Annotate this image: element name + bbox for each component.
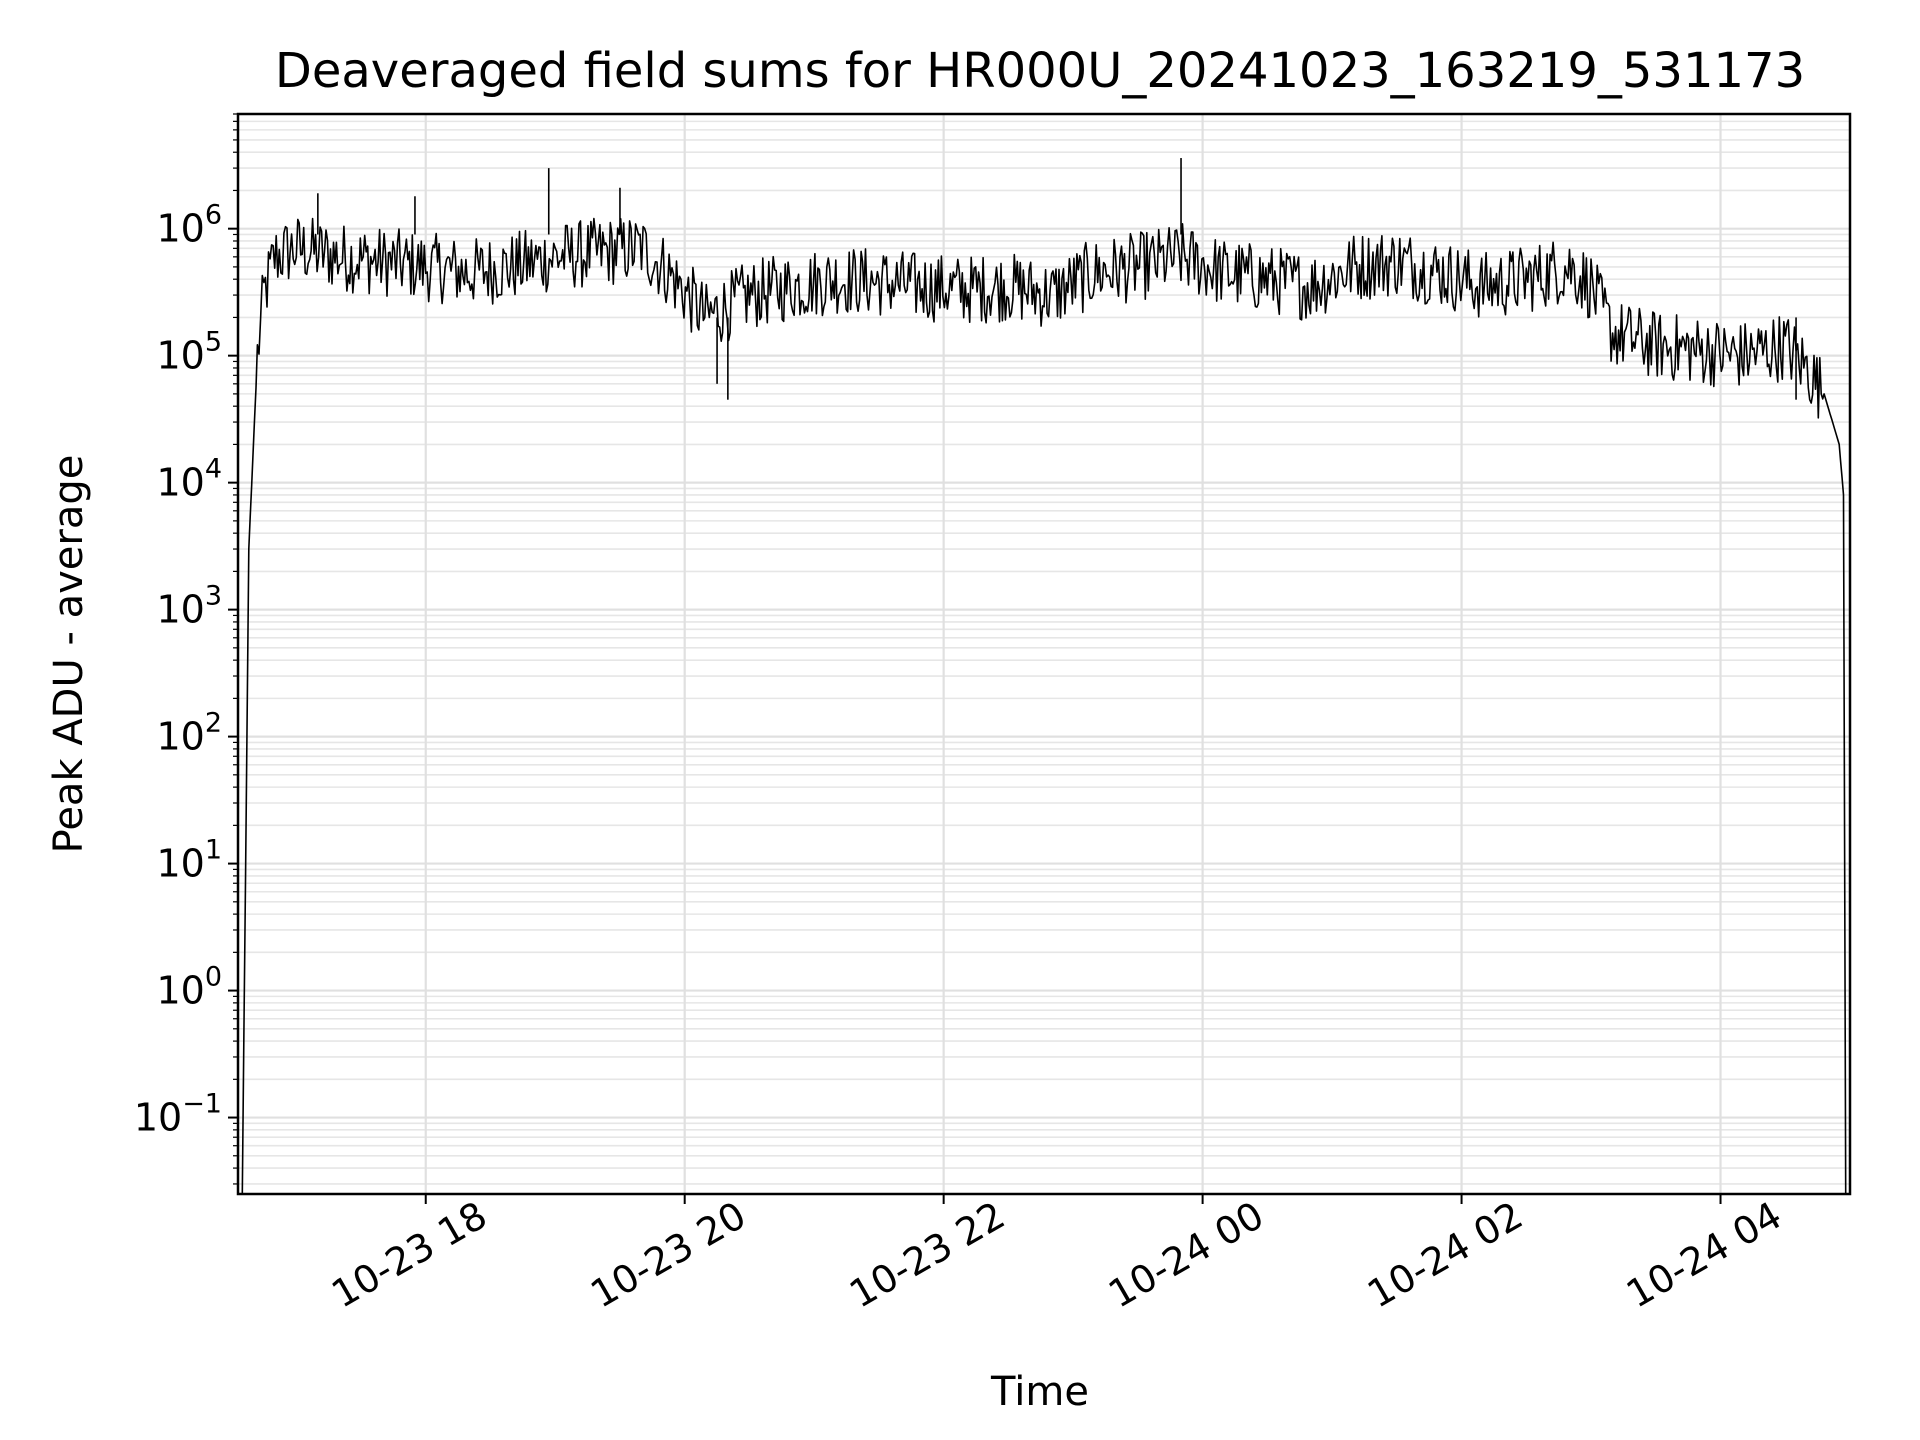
grid-lines	[238, 113, 1850, 1194]
x-tick-label: 10-24 02	[1360, 1193, 1530, 1317]
y-tick-label: 106	[156, 200, 222, 251]
y-axis-label: Peak ADU - average	[46, 455, 92, 854]
x-axis-label: Time	[990, 1369, 1089, 1415]
y-tick-label: 101	[156, 835, 222, 886]
y-tick-label: 105	[156, 327, 222, 378]
x-tick-label: 10-24 04	[1619, 1193, 1789, 1317]
x-tick-label: 10-24 00	[1101, 1193, 1271, 1317]
y-tick-label: 103	[156, 581, 222, 632]
x-tick-label: 10-23 20	[583, 1193, 753, 1317]
y-tick-label: 104	[156, 454, 222, 505]
y-tick-label: 102	[156, 708, 222, 759]
x-tick-label: 10-23 22	[842, 1193, 1012, 1317]
series-line	[241, 217, 1847, 1195]
y-tick-label: 100	[156, 962, 222, 1013]
chart-title: Deaveraged field sums for HR000U_2024102…	[275, 43, 1805, 99]
x-tick-label: 10-23 18	[324, 1193, 494, 1317]
y-tick-label: 10−1	[134, 1089, 222, 1140]
data-series	[241, 158, 1847, 1195]
plot-frame	[236, 112, 1852, 1196]
